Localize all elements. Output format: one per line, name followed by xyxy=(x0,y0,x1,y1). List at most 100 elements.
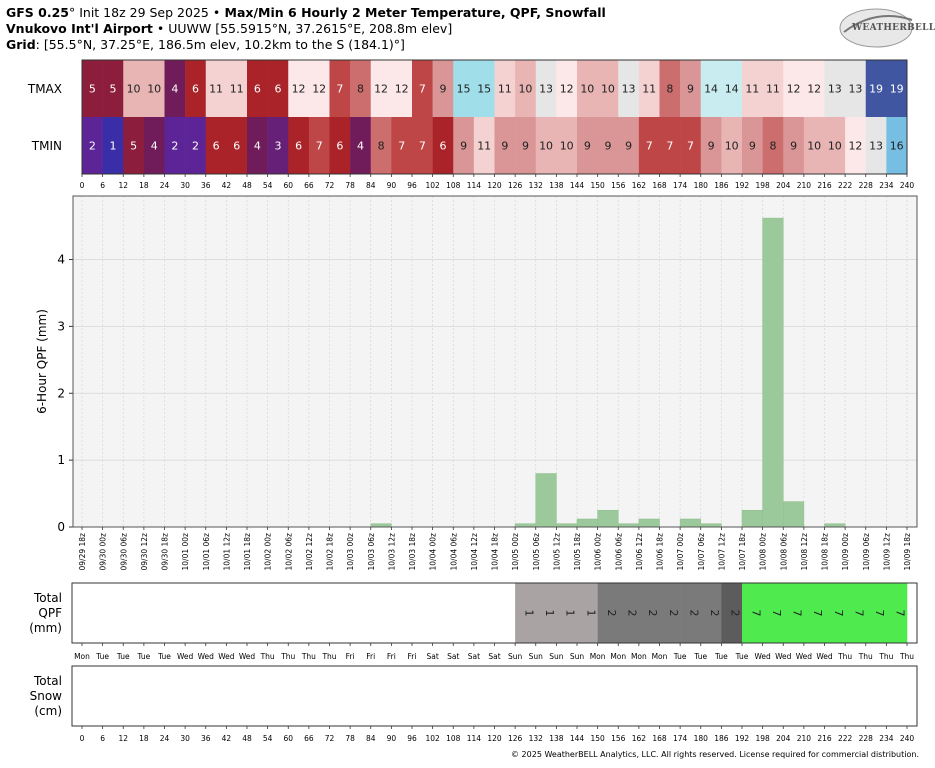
tmax-cell xyxy=(247,60,268,117)
temp-axis-tick-label: 234 xyxy=(879,181,894,190)
temp-axis-tick-label: 24 xyxy=(160,181,170,190)
total-qpf-value: 7 xyxy=(873,610,886,617)
tmin-value: 2 xyxy=(89,140,96,153)
day-label: Tue xyxy=(95,652,109,661)
x-tick-label: 10/09 18z xyxy=(903,533,912,571)
tmin-cell xyxy=(102,117,124,174)
snow-axis-tick-label: 12 xyxy=(118,734,128,743)
x-tick-label: 09/30 12z xyxy=(140,533,149,571)
tmax-value: 12 xyxy=(787,83,801,96)
total-qpf-value: 7 xyxy=(811,610,824,617)
tmin-cell xyxy=(556,117,578,174)
tmax-cell xyxy=(185,60,207,117)
day-label: Tue xyxy=(157,652,171,661)
tmax-cell xyxy=(288,60,310,117)
x-tick-label: 10/04 06z xyxy=(449,533,458,571)
tmax-cell xyxy=(618,60,640,117)
day-label: Wed xyxy=(816,652,833,661)
temp-axis-tick-label: 216 xyxy=(817,181,832,190)
tmax-cell xyxy=(391,60,413,117)
tmax-value: 14 xyxy=(704,83,718,96)
tmin-cell xyxy=(638,117,660,174)
temp-axis-tick-label: 144 xyxy=(570,181,585,190)
tmax-cell xyxy=(577,60,598,117)
tmin-cell xyxy=(412,117,433,174)
total-qpf-value: 7 xyxy=(791,610,804,617)
tmin-cell xyxy=(535,117,557,174)
temp-axis-tick-label: 132 xyxy=(529,181,544,190)
tmin-cell xyxy=(783,117,805,174)
tmax-value: 15 xyxy=(477,83,491,96)
tmin-cell xyxy=(597,117,619,174)
qpf-bar xyxy=(700,523,722,528)
temp-axis-tick-label: 228 xyxy=(859,181,874,190)
qpf-plot-border xyxy=(72,195,918,528)
tmax-value: 13 xyxy=(848,83,862,96)
total-qpf-cell xyxy=(824,583,846,643)
day-label: Sat xyxy=(488,652,500,661)
tmax-value: 11 xyxy=(209,83,223,96)
temp-axis-tick-label: 54 xyxy=(263,181,273,190)
y-tick-label: 0 xyxy=(57,520,65,534)
tmin-value: 11 xyxy=(477,140,491,153)
temp-axis-tick-label: 102 xyxy=(425,181,440,190)
x-tick-label: 09/30 06z xyxy=(119,533,128,571)
temperature-table: 5 5 10 10 4 6 11 11 6 6 12 12 7 8 12 12 7 9 15 15 11 10 13 12 10… xyxy=(27,59,914,190)
day-label: Tue xyxy=(693,652,707,661)
tmin-value: 7 xyxy=(646,140,653,153)
x-tick-label: 10/04 00z xyxy=(429,533,438,571)
snow-axis-tick-label: 126 xyxy=(508,734,523,743)
temp-axis-tick-label: 192 xyxy=(735,181,750,190)
qpf-bar xyxy=(514,523,536,528)
day-label: Thu xyxy=(837,652,852,661)
total-qpf-cell xyxy=(700,583,722,643)
tmin-cell xyxy=(515,117,537,174)
day-label: Wed xyxy=(218,652,235,661)
tmax-value: 11 xyxy=(498,83,512,96)
qpf-bar xyxy=(535,473,557,528)
tmin-cell xyxy=(886,117,908,174)
day-label: Thu xyxy=(321,652,336,661)
total-qpf-cell xyxy=(577,583,598,643)
total-qpf-value: 2 xyxy=(626,610,639,617)
tmin-value: 7 xyxy=(687,140,694,153)
total-snow-label-line: Snow xyxy=(30,689,63,703)
total-qpf-value: 2 xyxy=(729,610,742,617)
tmax-value: 6 xyxy=(192,83,199,96)
snow-axis-tick-label: 6 xyxy=(100,734,105,743)
y-tick-label: 2 xyxy=(57,386,65,400)
y-axis-label: 6-Hour QPF (mm) xyxy=(35,309,49,414)
y-tick-label: 1 xyxy=(57,453,65,467)
tmax-value: 12 xyxy=(292,83,306,96)
x-tick-label: 10/07 06z xyxy=(697,533,706,571)
total-qpf-cell xyxy=(556,583,578,643)
x-tick-label: 10/03 18z xyxy=(408,533,417,571)
day-label: Thu xyxy=(280,652,295,661)
tmin-cell xyxy=(680,117,702,174)
tmin-value: 1 xyxy=(109,140,116,153)
tmin-value: 16 xyxy=(890,140,904,153)
snow-axis-tick-label: 210 xyxy=(797,734,812,743)
temp-axis-tick-label: 0 xyxy=(80,181,85,190)
snow-axis-tick-label: 144 xyxy=(570,734,585,743)
tmin-cell xyxy=(123,117,145,174)
tmax-value: 12 xyxy=(395,83,409,96)
tmax-cell xyxy=(535,60,557,117)
tmin-value: 10 xyxy=(539,140,553,153)
tmax-cell xyxy=(865,60,887,117)
day-label: Fri xyxy=(366,652,375,661)
temp-axis-tick-label: 222 xyxy=(838,181,853,190)
tmin-value: 9 xyxy=(501,140,508,153)
day-label: Tue xyxy=(673,652,687,661)
day-label: Mon xyxy=(610,652,626,661)
day-label: Sun xyxy=(529,652,544,661)
total-qpf-value: 2 xyxy=(646,610,659,617)
temp-axis-tick-label: 48 xyxy=(242,181,252,190)
temp-axis-tick-label: 126 xyxy=(508,181,523,190)
tmax-cell xyxy=(164,60,186,117)
qpf-bar xyxy=(556,523,578,528)
tmax-cell xyxy=(494,60,516,117)
tmax-value: 11 xyxy=(745,83,759,96)
snow-axis-tick-label: 60 xyxy=(283,734,293,743)
total-qpf-value: 1 xyxy=(584,610,597,617)
